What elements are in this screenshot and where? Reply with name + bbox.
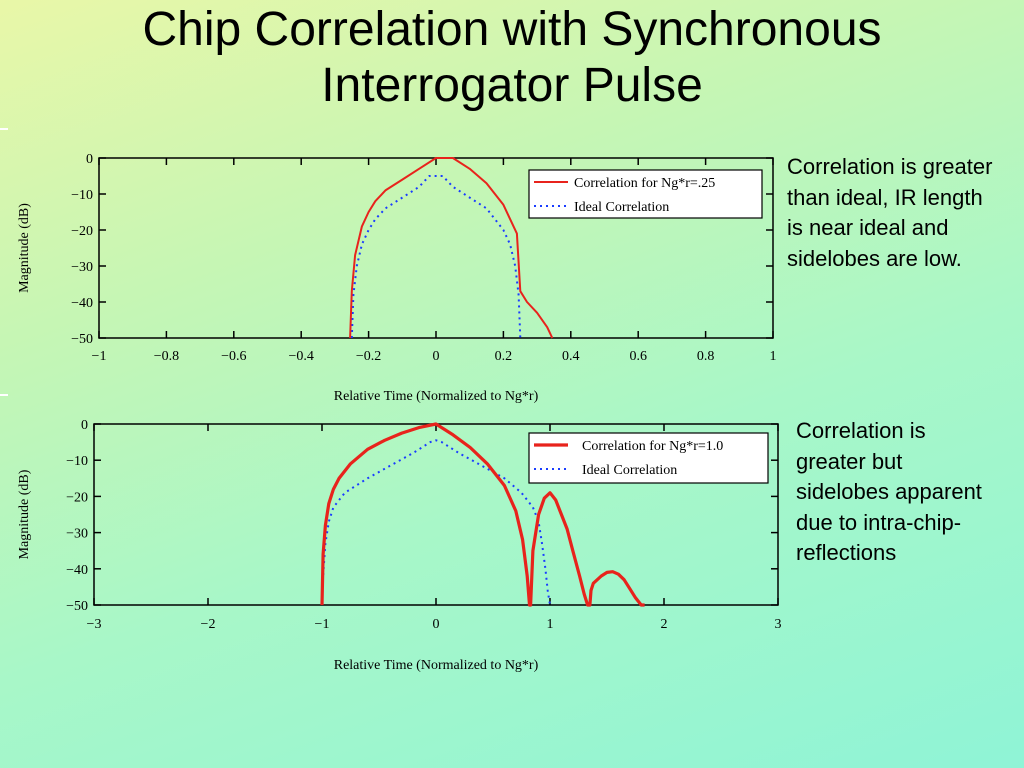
x-tick-label: −0.4	[288, 349, 313, 364]
legend-label: Correlation for Ng*r=1.0	[582, 439, 723, 454]
x-tick-label: 0.6	[629, 349, 647, 364]
y-tick-label: −50	[66, 599, 88, 614]
note-top: Correlation is greater than ideal, IR le…	[787, 154, 993, 271]
x-axis-label: Relative Time (Normalized to Ng*r)	[334, 658, 539, 673]
y-tick-label: −40	[66, 563, 88, 578]
edge-marker	[0, 128, 8, 130]
x-tick-label: −1	[315, 617, 330, 632]
y-tick-label: −40	[71, 296, 93, 311]
series-line-correlation	[349, 157, 554, 339]
y-tick-label: −10	[71, 188, 93, 203]
y-tick-label: −50	[71, 332, 93, 347]
x-tick-label: 0	[433, 617, 440, 632]
legend-label: Ideal Correlation	[582, 463, 677, 478]
x-tick-label: −2	[201, 617, 216, 632]
x-tick-label: −1	[92, 349, 107, 364]
legend-box	[528, 432, 769, 484]
title-line-2: Interrogator Pulse	[321, 59, 703, 112]
y-axis-label: Magnitude (dB)	[17, 203, 32, 293]
y-tick-label: −20	[66, 490, 88, 505]
y-tick-label: −20	[71, 224, 93, 239]
y-tick-label: −30	[71, 260, 93, 275]
legend-label: Correlation for Ng*r=.25	[574, 176, 715, 191]
x-tick-label: 1	[770, 349, 777, 364]
series-line-ideal	[350, 175, 522, 339]
y-tick-label: −30	[66, 527, 88, 542]
x-tick-label: 0.4	[562, 349, 580, 364]
x-axis-label: Relative Time (Normalized to Ng*r)	[334, 389, 539, 404]
title-line-1: Chip Correlation with Synchronous	[142, 3, 882, 56]
x-tick-label: 0.8	[697, 349, 715, 364]
series-line-correlation	[320, 422, 645, 607]
edge-marker	[0, 394, 8, 396]
x-tick-label: 0	[433, 349, 440, 364]
slide-title: Chip Correlation with Synchronous Interr…	[0, 2, 1024, 114]
y-tick-label: 0	[81, 418, 88, 433]
x-tick-label: −3	[87, 617, 102, 632]
legend-label: Ideal Correlation	[574, 200, 669, 215]
series-line-ideal	[321, 439, 551, 606]
x-tick-label: 0.2	[495, 349, 513, 364]
x-tick-label: −0.2	[356, 349, 381, 364]
chart-1: −1 −0.8 −0.6 −0.4 −0.2 0 0.2 0.4 0.6 0.8 1 0 −10 −20 −…	[17, 152, 777, 404]
y-tick-label: 0	[86, 152, 93, 167]
note-bottom: Correlation is greater but sidelobes app…	[796, 418, 982, 565]
x-tick-label: −0.8	[154, 349, 179, 364]
y-axis-label: Magnitude (dB)	[17, 469, 32, 559]
x-tick-label: 2	[661, 617, 668, 632]
x-tick-label: −0.6	[221, 349, 246, 364]
x-tick-label: 1	[547, 617, 554, 632]
y-tick-label: −10	[66, 454, 88, 469]
x-tick-label: 3	[775, 617, 782, 632]
legend-box	[528, 169, 763, 219]
